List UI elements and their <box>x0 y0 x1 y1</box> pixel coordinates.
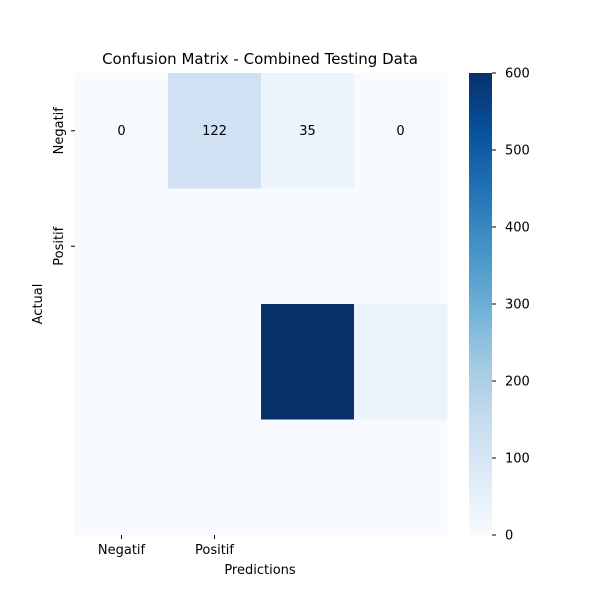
colorbar-tick-label: 0 <box>505 529 513 544</box>
heatmap-cell <box>261 419 355 536</box>
heatmap-cell <box>75 188 169 305</box>
colorbar-tick-label: 200 <box>505 375 530 390</box>
heatmap-cell <box>261 73 355 189</box>
colorbar-tick-label: 600 <box>505 67 530 82</box>
colorbar-tick-label: 300 <box>505 298 530 313</box>
cell-annotation: 0 <box>117 124 125 139</box>
y-axis-ticks: Negatif Positif <box>52 107 75 266</box>
heatmap-cell <box>354 73 448 189</box>
heatmap-cells <box>75 73 448 536</box>
cell-annotation: 35 <box>299 124 316 139</box>
x-tick-label: Positif <box>195 543 234 558</box>
x-tick-label: Negatif <box>98 543 146 558</box>
colorbar-tick-label: 100 <box>505 452 530 467</box>
colorbar-ticks: 0 100 200 300 400 500 600 <box>492 67 530 544</box>
x-axis-ticks: Negatif Positif <box>98 535 234 558</box>
heatmap-cell <box>168 188 262 305</box>
heatmap-cell <box>168 304 262 420</box>
cell-annotation: 0 <box>396 124 404 139</box>
heatmap-cell <box>354 188 448 305</box>
colorbar-tick-label: 400 <box>505 221 530 236</box>
y-tick-label: Positif <box>52 226 67 265</box>
heatmap-cell <box>75 73 169 189</box>
colorbar <box>469 73 492 535</box>
y-tick-label: Negatif <box>52 107 67 155</box>
x-axis-label: Predictions <box>224 563 296 578</box>
heatmap-cell <box>261 304 355 420</box>
cell-annotation: 122 <box>202 124 227 139</box>
heatmap-cell <box>168 419 262 536</box>
y-axis-label: Actual <box>31 284 46 325</box>
chart-title: Confusion Matrix - Combined Testing Data <box>102 50 418 68</box>
heatmap-cell <box>354 419 448 536</box>
heatmap-cell <box>75 419 169 536</box>
heatmap-cell <box>75 304 169 420</box>
cell-annotations: 0 122 35 0 <box>117 124 404 139</box>
colorbar-tick-label: 500 <box>505 144 530 159</box>
heatmap-cell <box>261 188 355 305</box>
heatmap-cell <box>168 73 262 189</box>
heatmap-cell <box>354 304 448 420</box>
